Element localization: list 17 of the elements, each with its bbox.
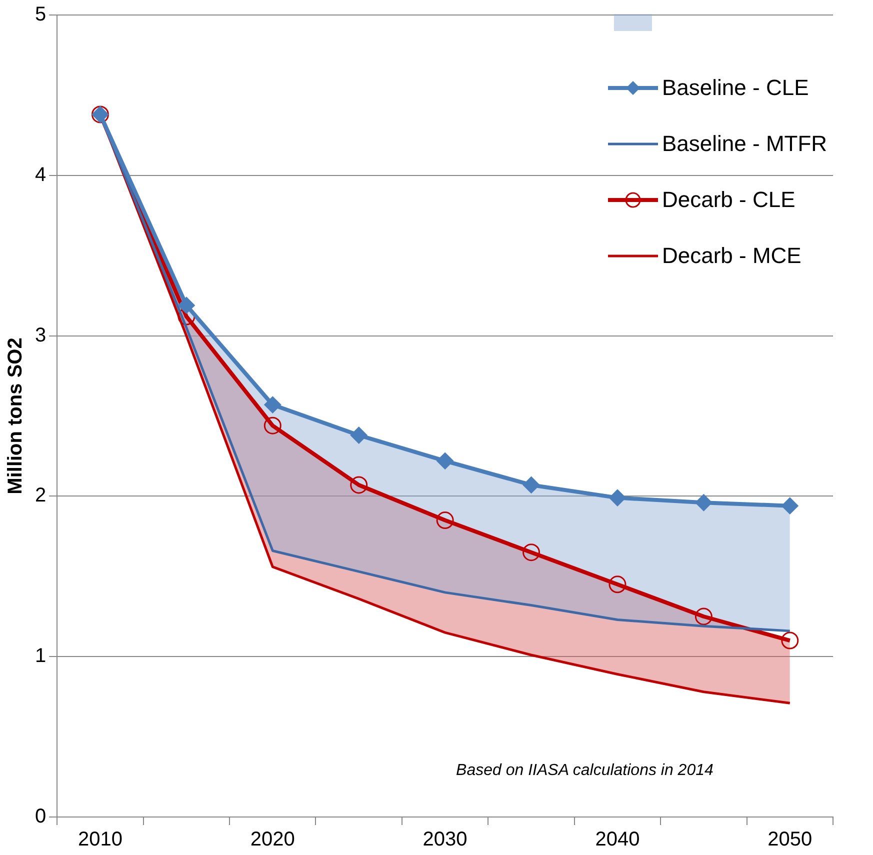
legend-label: Baseline - CLE [662, 75, 809, 101]
annotation: Based on IIASA calculations in 2014 [456, 762, 714, 779]
x-tick-label: 2010 [78, 828, 122, 851]
x-tick-label: 2020 [250, 828, 295, 851]
y-tick-label: 4 [35, 164, 46, 186]
legend-label: Decarb - CLE [662, 187, 796, 213]
x-tick-label: 2050 [768, 828, 812, 851]
y-axis-title: Million tons SO2 [4, 338, 27, 494]
x-tick-label: 2040 [595, 828, 640, 851]
legend-label: Decarb - MCE [662, 243, 802, 269]
x-tick-label: 2030 [422, 828, 468, 851]
y-tick-label: 0 [35, 806, 46, 828]
y-tick-label: 3 [35, 324, 46, 346]
legend-label: Baseline - MTFR [662, 131, 828, 157]
y-tick-label: 2 [35, 484, 46, 507]
y-tick-label: 1 [35, 645, 46, 668]
y-tick-label: 5 [35, 4, 46, 26]
